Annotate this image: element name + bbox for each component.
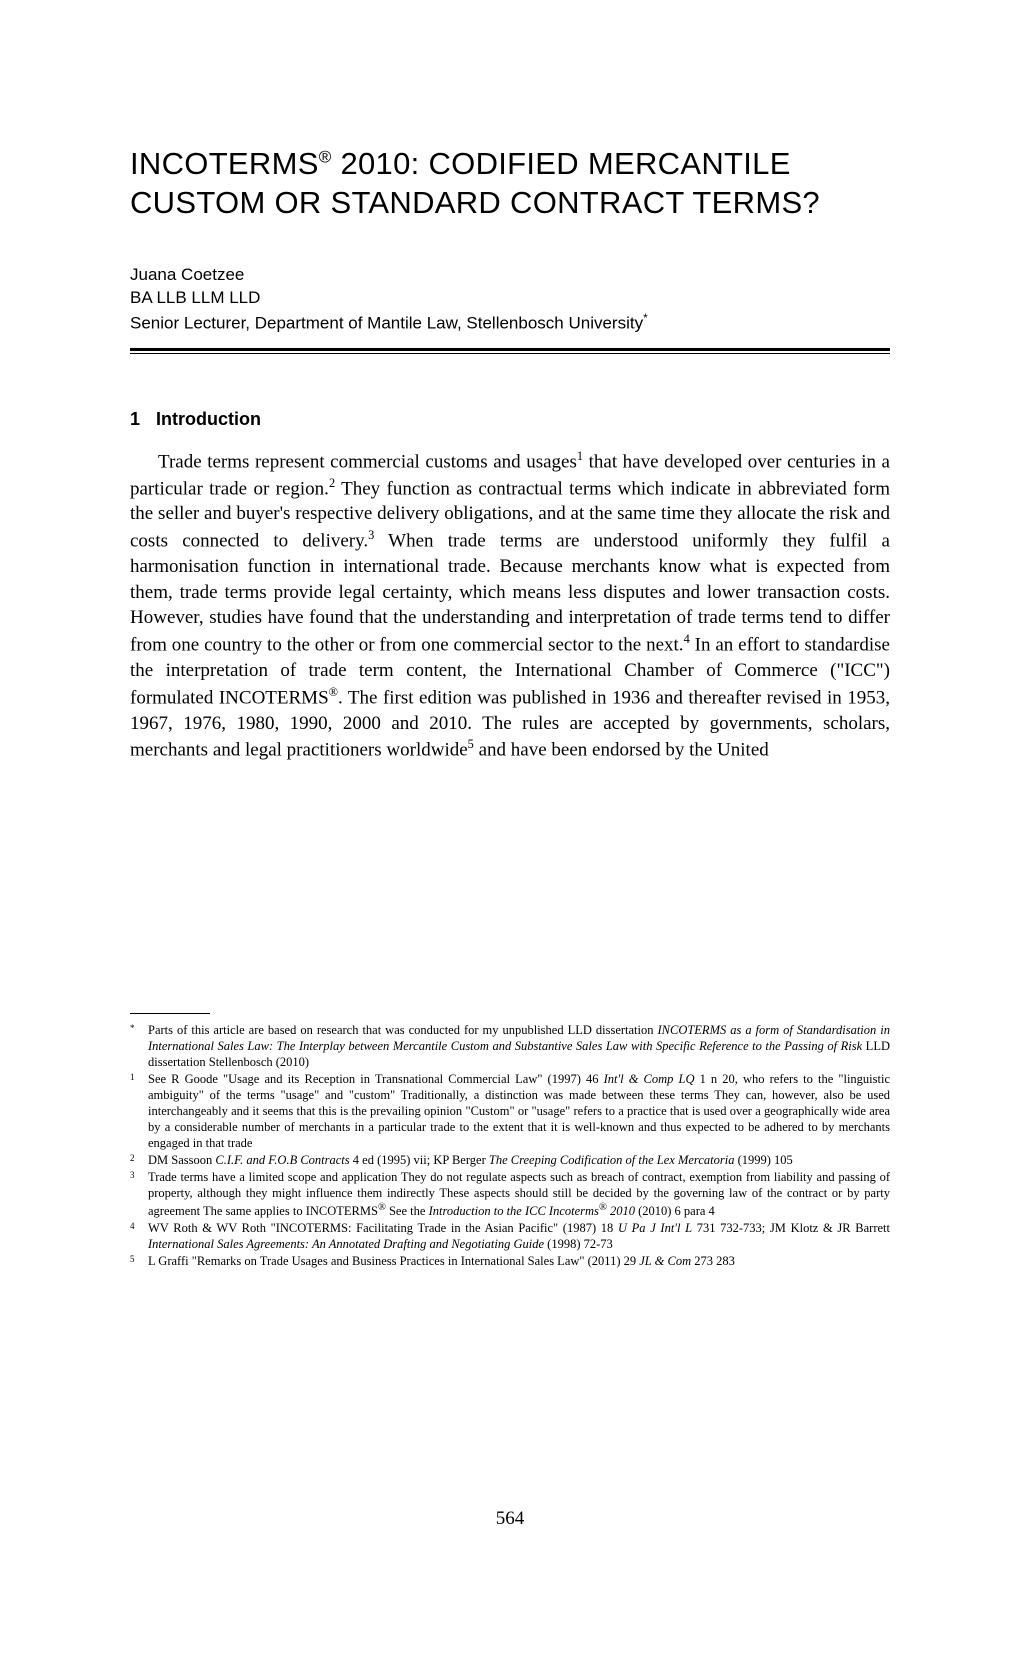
footnote-text: WV Roth & WV Roth "INCOTERMS: Facilitati… xyxy=(148,1220,890,1252)
footnote-item: 4WV Roth & WV Roth "INCOTERMS: Facilitat… xyxy=(130,1220,890,1252)
footnote-item: 1See R Goode "Usage and its Reception in… xyxy=(130,1071,890,1151)
footnote-text: See R Goode "Usage and its Reception in … xyxy=(148,1071,890,1151)
section-title: Introduction xyxy=(156,409,261,429)
footnote-marker: 3 xyxy=(130,1169,148,1219)
footnote-marker: 5 xyxy=(130,1253,148,1269)
footnote-item: 2DM Sassoon C.I.F. and F.O.B Contracts 4… xyxy=(130,1152,890,1168)
footnote-item: *Parts of this article are based on rese… xyxy=(130,1022,890,1070)
footnote-marker: 2 xyxy=(130,1152,148,1168)
footnote-item: 3Trade terms have a limited scope and ap… xyxy=(130,1169,890,1219)
page-container: INCOTERMS® 2010: CODIFIED MERCANTILE CUS… xyxy=(130,145,890,1585)
footnote-text: Parts of this article are based on resea… xyxy=(148,1022,890,1070)
footnote-item: 5L Graffi "Remarks on Trade Usages and B… xyxy=(130,1253,890,1269)
footnote-text: DM Sassoon C.I.F. and F.O.B Contracts 4 … xyxy=(148,1152,890,1168)
author-block: Juana Coetzee BA LLB LLM LLD Senior Lect… xyxy=(130,263,890,336)
footnote-marker: 4 xyxy=(130,1220,148,1252)
section-number: 1 xyxy=(130,409,140,430)
author-affiliation: Senior Lecturer, Department of Mantile L… xyxy=(130,310,890,335)
article-title: INCOTERMS® 2010: CODIFIED MERCANTILE CUS… xyxy=(130,145,890,223)
section-heading: 1 Introduction xyxy=(130,409,890,430)
footnote-marker: * xyxy=(130,1022,148,1070)
footnote-text: L Graffi "Remarks on Trade Usages and Bu… xyxy=(148,1253,890,1269)
title-rule-divider xyxy=(130,348,890,354)
body-paragraph: Trade terms represent commercial customs… xyxy=(130,448,890,764)
author-name: Juana Coetzee xyxy=(130,263,890,287)
footnote-divider xyxy=(130,1013,210,1014)
page-number: 564 xyxy=(130,1508,890,1530)
footnote-text: Trade terms have a limited scope and app… xyxy=(148,1169,890,1219)
footnote-marker: 1 xyxy=(130,1071,148,1151)
footnotes-block: *Parts of this article are based on rese… xyxy=(130,1022,890,1269)
author-degrees: BA LLB LLM LLD xyxy=(130,286,890,310)
